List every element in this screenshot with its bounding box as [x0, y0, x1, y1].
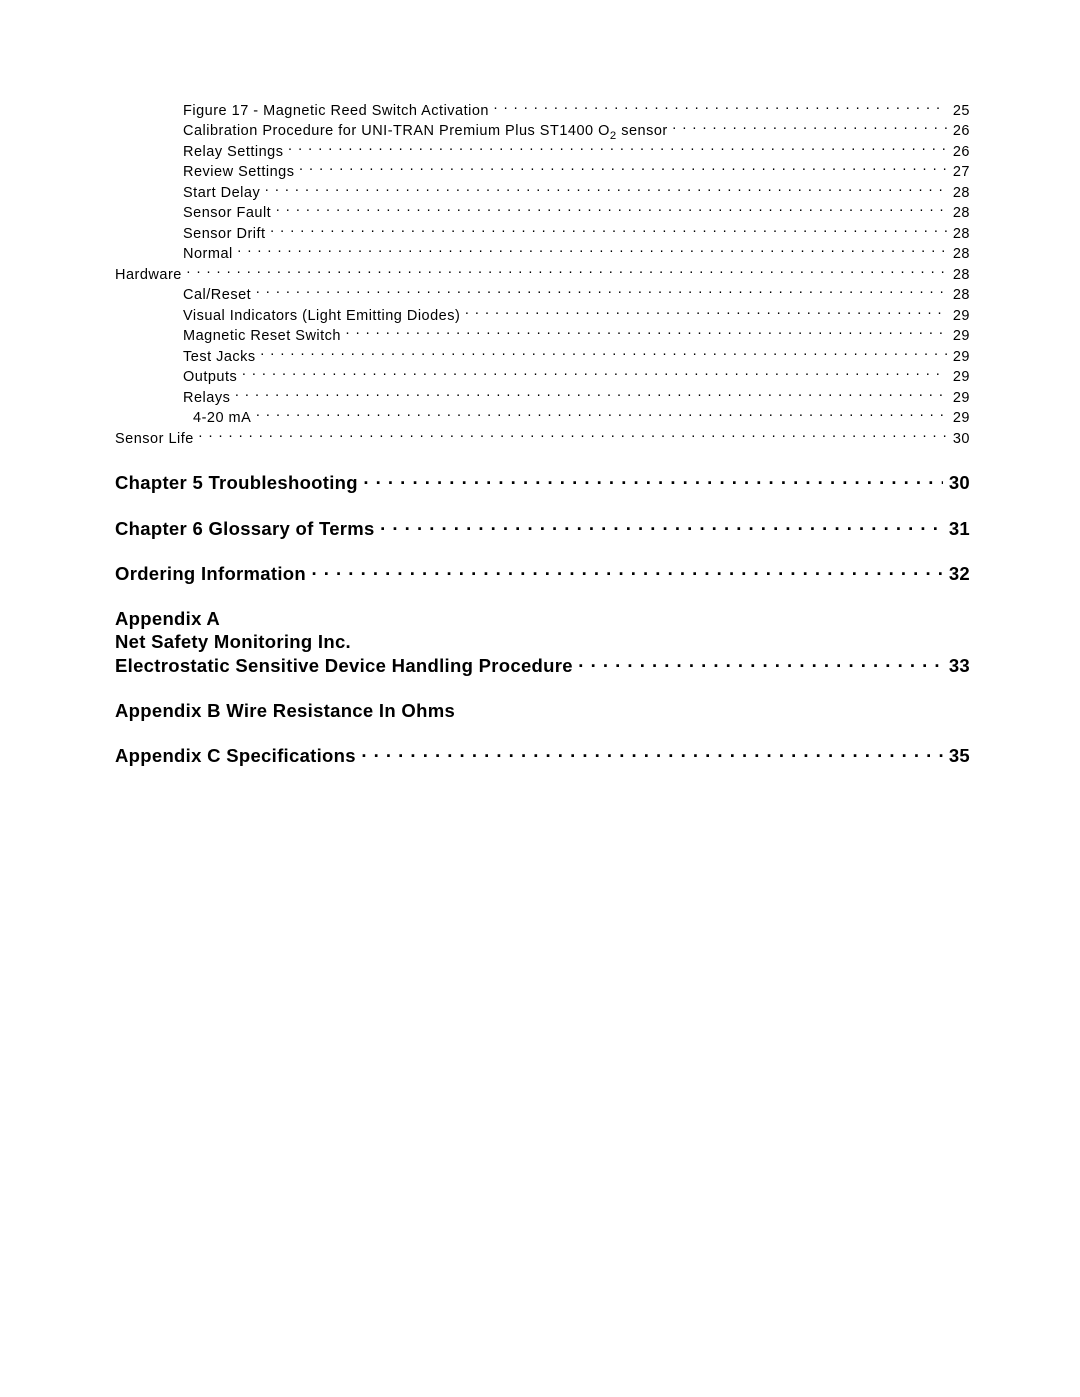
toc-entry: Ordering Information 32: [115, 562, 970, 586]
toc-leader-dots: [256, 408, 947, 423]
toc-entry-page: 29: [947, 348, 970, 367]
toc-leader-dots: [237, 244, 947, 259]
toc-entry: Net Safety Monitoring Inc.: [115, 630, 970, 653]
toc-entry-page: 35: [943, 744, 970, 767]
toc-leader-dots: [256, 285, 947, 300]
toc-entry: Hardware 28: [115, 264, 970, 285]
toc-entry-page: 29: [947, 389, 970, 408]
toc-leader-dots: [380, 516, 943, 535]
toc-entry-label: Relays: [183, 389, 230, 408]
toc-entry: 4-20 mA 29: [115, 408, 970, 429]
toc-entry-label: Start Delay: [183, 184, 260, 203]
toc-entry-page: 28: [947, 245, 970, 264]
toc-entry: Chapter 6 Glossary of Terms 31: [115, 516, 970, 540]
toc-entry: Figure 17 - Magnetic Reed Switch Activat…: [115, 100, 970, 121]
toc-entry: Sensor Life 30: [115, 428, 970, 449]
toc-entry-page: 28: [947, 286, 970, 305]
toc-entry-page: 27: [947, 163, 970, 182]
toc-entry-label: Net Safety Monitoring Inc.: [115, 630, 351, 653]
toc-entry: Start Delay 28: [115, 182, 970, 203]
toc-entry-label: Sensor Fault: [183, 204, 271, 223]
toc-leader-dots: [311, 562, 942, 581]
toc-entry-page: 29: [947, 327, 970, 346]
toc-entry-label: Calibration Procedure for UNI-TRAN Premi…: [183, 122, 668, 141]
toc-entry-page: 29: [947, 368, 970, 387]
toc-leader-dots: [299, 162, 947, 177]
toc-entry: Review Settings 27: [115, 162, 970, 183]
toc-entry-label: Test Jacks: [183, 348, 256, 367]
toc-entry: Sensor Fault 28: [115, 203, 970, 224]
toc-entry-page: 29: [947, 307, 970, 326]
toc-entry-page: 26: [947, 122, 970, 141]
toc-entry: Electrostatic Sensitive Device Handling …: [115, 653, 970, 677]
toc-entry-label: Chapter 5 Troubleshooting: [115, 471, 358, 494]
toc-entry-label: Sensor Drift: [183, 225, 266, 244]
toc-leader-dots: [265, 182, 947, 197]
toc-entry-page: 30: [943, 471, 970, 494]
toc-leader-dots: [288, 141, 947, 156]
toc-leader-dots: [672, 121, 947, 136]
toc-entry-label: Magnetic Reset Switch: [183, 327, 341, 346]
toc-entry-page: 28: [947, 204, 970, 223]
toc-leader-dots: [494, 100, 947, 115]
toc-entry-page: 28: [947, 266, 970, 285]
toc-entry-label: Relay Settings: [183, 143, 284, 162]
toc-entry-label: Figure 17 - Magnetic Reed Switch Activat…: [183, 102, 489, 121]
toc-entry-page: 29: [947, 409, 970, 428]
toc-entry: Cal/Reset 28: [115, 285, 970, 306]
toc-entry: Outputs 29: [115, 367, 970, 388]
toc-leader-dots: [235, 387, 947, 402]
toc-entry-label: Electrostatic Sensitive Device Handling …: [115, 654, 573, 677]
toc-entry-page: 32: [943, 562, 970, 585]
toc-leader-dots: [465, 305, 947, 320]
toc-entry-label: Appendix A: [115, 607, 220, 630]
toc-entry-page: 26: [947, 143, 970, 162]
subscript: 2: [610, 130, 617, 141]
toc-entry: Sensor Drift 28: [115, 223, 970, 244]
toc-entry: Appendix B Wire Resistance In Ohms: [115, 699, 970, 722]
toc-entry: Test Jacks 29: [115, 346, 970, 367]
toc-entry-label: Outputs: [183, 368, 237, 387]
toc-entry: Chapter 5 Troubleshooting 30: [115, 471, 970, 495]
toc-entry-label: Ordering Information: [115, 562, 306, 585]
toc-entry-label: Visual Indicators (Light Emitting Diodes…: [183, 307, 460, 326]
toc-leader-dots: [276, 203, 947, 218]
toc-entry-page: 28: [947, 225, 970, 244]
toc-entry-page: 25: [947, 102, 970, 121]
toc-entry-label: 4-20 mA: [193, 409, 251, 428]
toc-entry: Relays 29: [115, 387, 970, 408]
toc-entry-label: Chapter 6 Glossary of Terms: [115, 517, 375, 540]
toc-leader-dots: [346, 326, 947, 341]
toc-entry-page: 30: [947, 430, 970, 449]
toc-entry: Relay Settings 26: [115, 141, 970, 162]
toc-entry-label: Hardware: [115, 266, 182, 285]
toc-leader-dots: [361, 744, 943, 763]
toc-entry: Magnetic Reset Switch 29: [115, 326, 970, 347]
toc-entry-label: Sensor Life: [115, 430, 194, 449]
toc-entry: Appendix C Specifications 35: [115, 744, 970, 768]
toc-entry: Visual Indicators (Light Emitting Diodes…: [115, 305, 970, 326]
toc-leader-dots: [198, 428, 946, 443]
toc-leader-dots: [260, 346, 947, 361]
toc-entry-label: Cal/Reset: [183, 286, 251, 305]
toc-leader-dots: [578, 653, 943, 672]
table-of-contents: Figure 17 - Magnetic Reed Switch Activat…: [115, 100, 970, 767]
toc-leader-dots: [242, 367, 947, 382]
toc-leader-dots: [186, 264, 946, 279]
toc-entry-page: 31: [943, 517, 970, 540]
toc-entry: Normal 28: [115, 244, 970, 265]
toc-entry-label: Appendix C Specifications: [115, 744, 356, 767]
toc-entry-label-tail: sensor: [617, 123, 668, 139]
toc-entry-label: Appendix B Wire Resistance In Ohms: [115, 699, 455, 722]
toc-entry-label: Normal: [183, 245, 233, 264]
toc-leader-dots: [270, 223, 947, 238]
toc-entry-page: 33: [943, 654, 970, 677]
toc-entry-page: 28: [947, 184, 970, 203]
toc-entry-label: Review Settings: [183, 163, 294, 182]
toc-entry: Calibration Procedure for UNI-TRAN Premi…: [115, 121, 970, 142]
toc-entry: Appendix A: [115, 607, 970, 630]
toc-leader-dots: [363, 471, 942, 490]
